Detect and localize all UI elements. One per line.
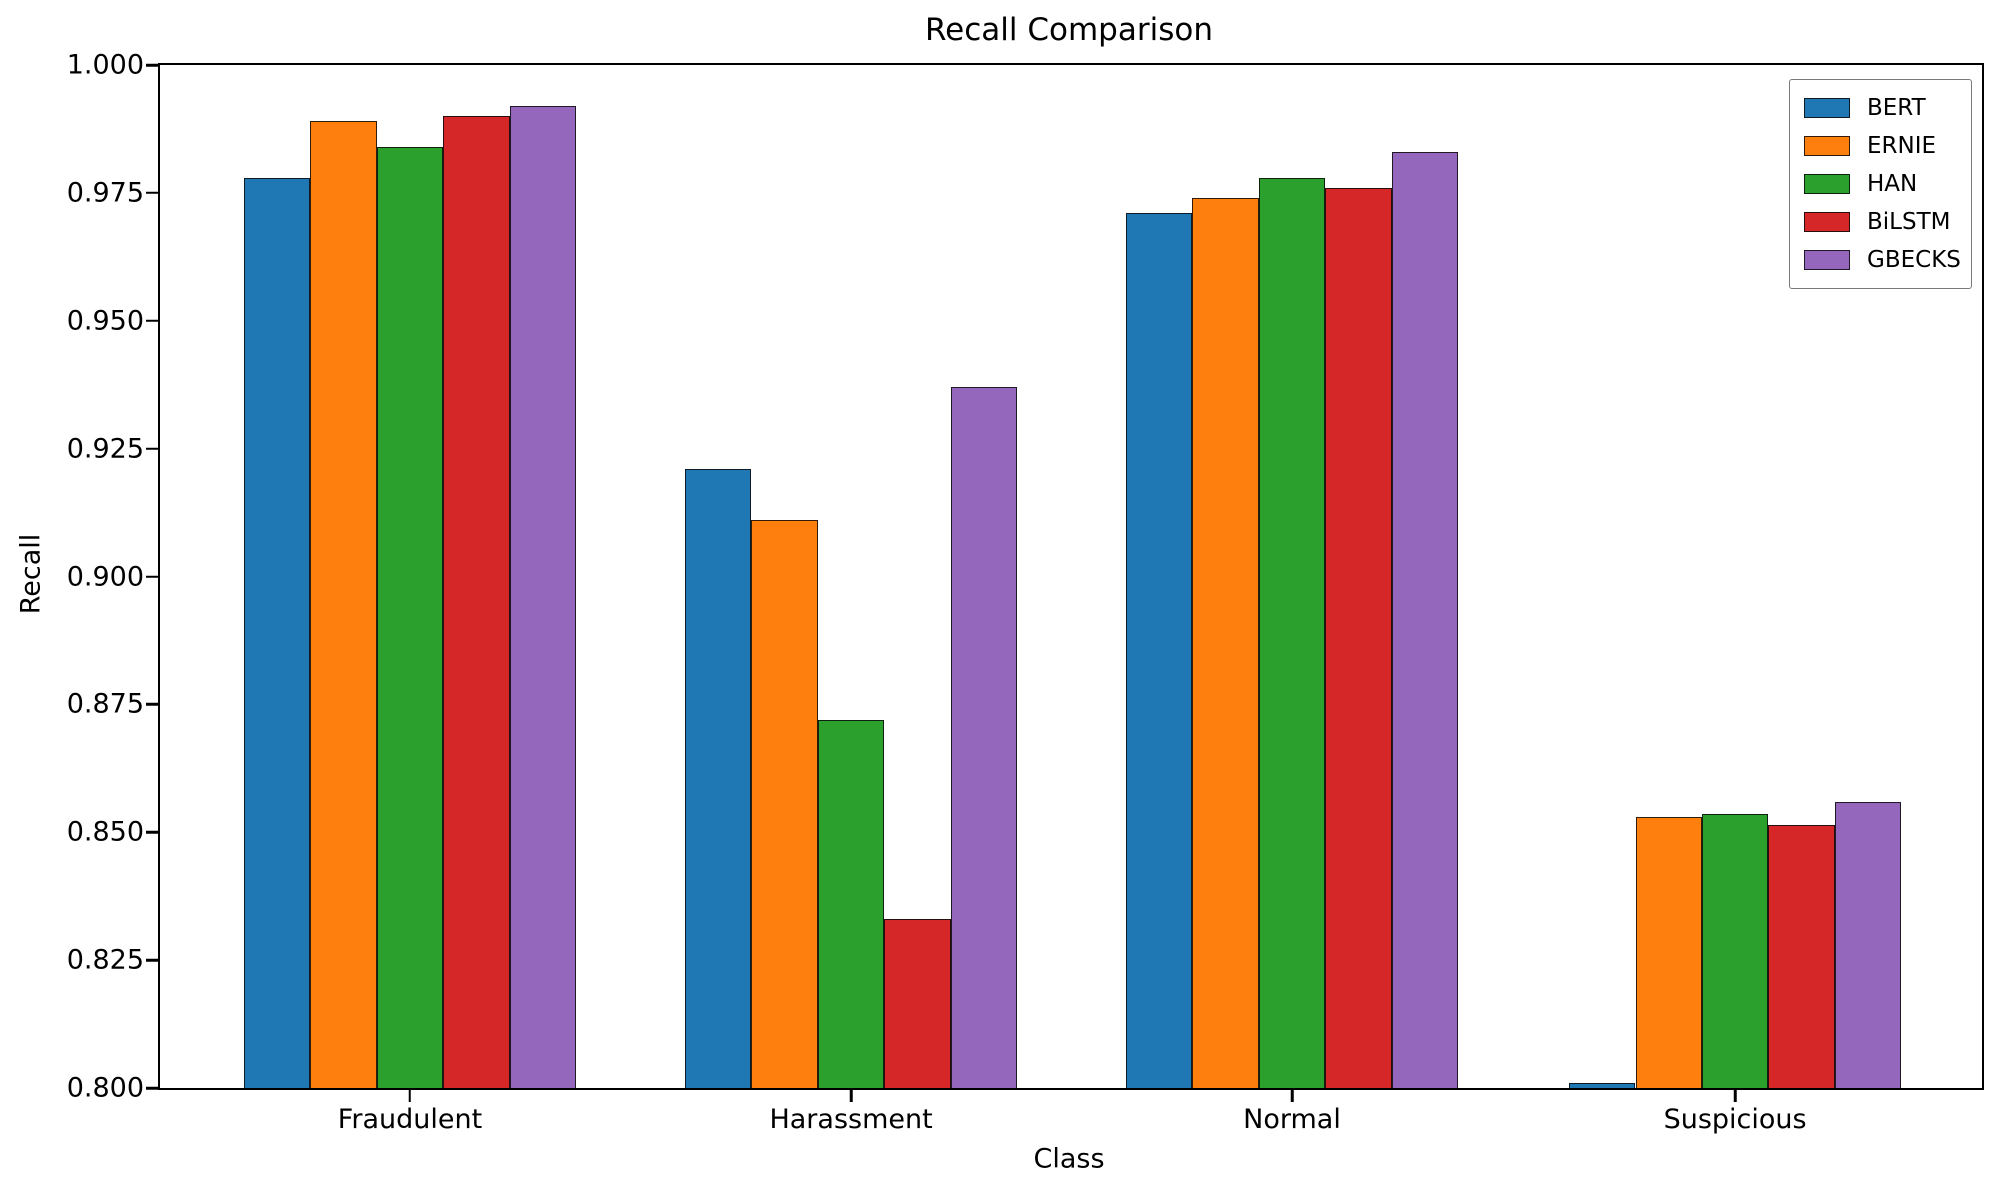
- bar-gbecks-harassment: [950, 387, 1018, 1088]
- y-tick-mark: [146, 447, 158, 450]
- x-tick-label-fraudulent: Fraudulent: [337, 1104, 483, 1135]
- bar-bilstm-normal: [1325, 187, 1392, 1088]
- y-tick-mark: [146, 831, 158, 834]
- legend-label: ERNIE: [1867, 133, 1937, 159]
- y-tick-mark: [146, 1086, 158, 1090]
- y-tick-label: 0.925: [66, 433, 144, 465]
- legend-swatch-gbecks: [1804, 250, 1850, 270]
- y-tick-mark: [146, 958, 158, 962]
- legend-swatch-han: [1804, 174, 1850, 194]
- legend-swatch-bert: [1804, 98, 1850, 118]
- bar-han-normal: [1258, 177, 1326, 1088]
- y-tick-label: 0.800: [66, 1072, 144, 1104]
- legend: BERT ERNIE HAN BiLSTM GBECKS: [1789, 79, 1972, 289]
- y-tick-label: 0.850: [66, 816, 144, 848]
- chart-title: Recall Comparison: [925, 12, 1213, 48]
- bar-bert-suspicious: [1569, 1082, 1636, 1088]
- bar-han-fraudulent: [376, 146, 444, 1088]
- bar-han-harassment: [817, 719, 885, 1088]
- bar-bilstm-suspicious: [1768, 824, 1835, 1088]
- x-tick-mark: [849, 1090, 853, 1102]
- y-tick-mark: [146, 319, 158, 322]
- y-tick-label: 0.975: [66, 177, 144, 209]
- y-tick-label: 0.900: [66, 561, 144, 592]
- legend-label: BERT: [1867, 95, 1926, 121]
- legend-swatch-bilstm: [1804, 212, 1850, 232]
- y-tick-mark: [146, 703, 158, 706]
- legend-item-ernie: ERNIE: [1804, 127, 1957, 165]
- bar-bilstm-fraudulent: [443, 116, 510, 1088]
- legend-item-han: HAN: [1804, 165, 1957, 203]
- legend-item-bilstm: BiLSTM: [1804, 203, 1957, 241]
- bar-ernie-fraudulent: [310, 121, 377, 1088]
- y-tick-label: 0.950: [66, 305, 144, 337]
- y-tick-mark: [146, 63, 158, 67]
- y-tick-label: 1.000: [66, 49, 144, 81]
- legend-label: BiLSTM: [1867, 209, 1951, 235]
- legend-item-bert: BERT: [1804, 89, 1957, 127]
- x-tick-label-normal: Normal: [1243, 1104, 1341, 1135]
- x-tick-label-suspicious: Suspicious: [1663, 1104, 1807, 1135]
- legend-label: GBECKS: [1867, 247, 1961, 273]
- y-tick-label: 0.875: [66, 688, 144, 720]
- plot-area: BERT ERNIE HAN BiLSTM GBECKS 0.800 0.825 0.850…: [67, 50, 1984, 1135]
- x-axis-label: Class: [1033, 1143, 1105, 1175]
- y-axis-label: Recall: [15, 533, 47, 615]
- bar-gbecks-fraudulent: [509, 105, 576, 1088]
- bar-bert-normal: [1125, 213, 1193, 1088]
- bar-ernie-suspicious: [1635, 816, 1702, 1088]
- y-tick-mark: [146, 191, 158, 195]
- legend-swatch-ernie: [1804, 136, 1850, 156]
- y-tick-label: 0.825: [66, 944, 144, 976]
- x-tick-mark: [408, 1090, 412, 1102]
- bar-bilstm-harassment: [884, 919, 951, 1088]
- bar-han-suspicious: [1701, 814, 1769, 1088]
- bar-ernie-harassment: [751, 520, 818, 1088]
- x-tick-label-harassment: Harassment: [769, 1104, 933, 1135]
- bar-ernie-normal: [1192, 198, 1259, 1088]
- bar-bert-harassment: [685, 469, 752, 1088]
- x-tick-mark: [1290, 1090, 1294, 1102]
- bar-gbecks-suspicious: [1834, 801, 1902, 1088]
- y-tick-mark: [146, 575, 158, 578]
- legend-label: HAN: [1867, 171, 1918, 197]
- bar-bert-fraudulent: [243, 177, 311, 1088]
- bar-gbecks-normal: [1391, 151, 1459, 1088]
- x-tick-mark: [1733, 1090, 1737, 1102]
- legend-item-gbecks: GBECKS: [1804, 241, 1961, 279]
